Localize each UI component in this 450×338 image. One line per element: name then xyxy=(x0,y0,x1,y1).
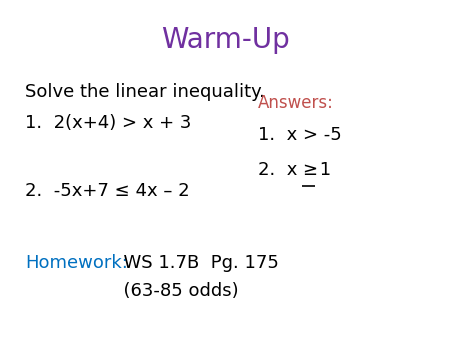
Text: 1: 1 xyxy=(315,161,332,179)
Text: Answers:: Answers: xyxy=(258,94,334,112)
Text: ≥: ≥ xyxy=(302,161,317,179)
Text: (63-85 odds): (63-85 odds) xyxy=(112,282,238,300)
Text: Homework:: Homework: xyxy=(25,254,128,272)
Text: Solve the linear inequality.: Solve the linear inequality. xyxy=(25,82,265,101)
Text: 2.  -5x+7 ≤ 4x – 2: 2. -5x+7 ≤ 4x – 2 xyxy=(25,182,189,200)
Text: 2.  x: 2. x xyxy=(258,161,303,179)
Text: 1.  x > -5: 1. x > -5 xyxy=(258,126,342,144)
Text: Warm-Up: Warm-Up xyxy=(161,26,289,54)
Text: 1.  2(x+4) > x + 3: 1. 2(x+4) > x + 3 xyxy=(25,114,191,132)
Text: WS 1.7B  Pg. 175: WS 1.7B Pg. 175 xyxy=(112,254,279,272)
